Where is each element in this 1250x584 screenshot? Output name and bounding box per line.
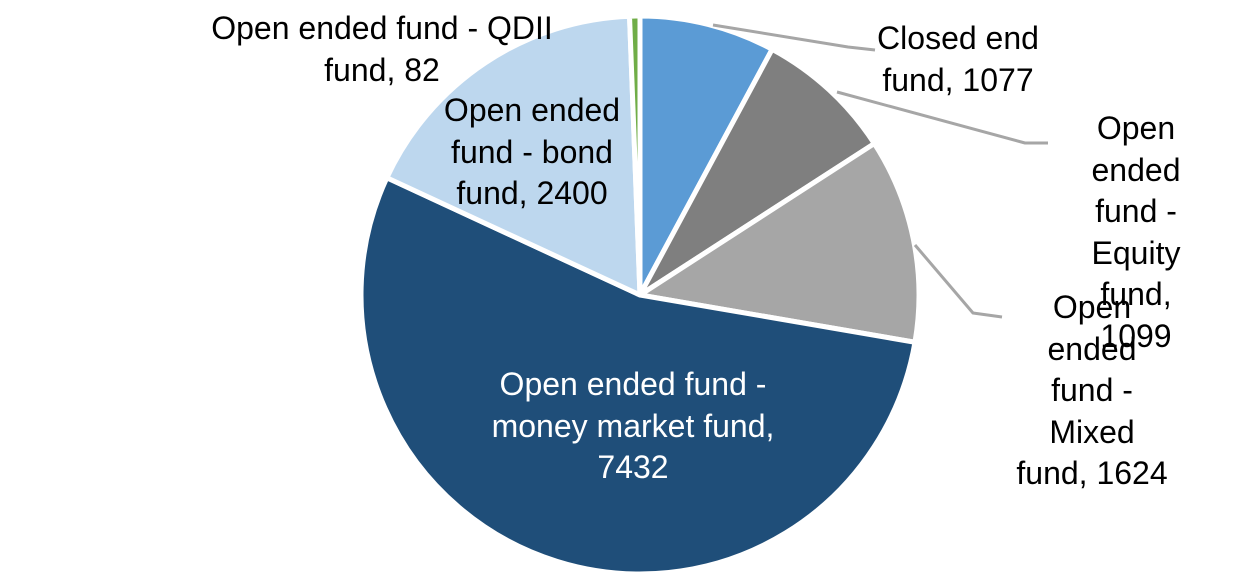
data-label-open-ended-fund-mixed: Open ended fund - Mixed fund, 1624 — [1016, 289, 1168, 492]
data-label-open-ended-fund-qdii: Open ended fund - QDII fund, 82 — [211, 10, 553, 88]
pie-slice-closed-end-fund — [637, 13, 775, 298]
pie-slice-open-ended-fund-qdii-fund — [627, 13, 643, 298]
leader-line-open-ended-fund-mixed-fund — [913, 244, 1003, 319]
data-label-open-ended-fund-equity: Open ended fund - Equity fund, 1099 — [1091, 110, 1181, 354]
pie-slice-open-ended-fund-mixed-fund — [637, 141, 922, 345]
data-label-closed-end-fund: Closed end fund, 1077 — [877, 20, 1039, 98]
pie-slice-open-ended-fund-money-market-fund — [358, 175, 918, 577]
pie-slice-open-ended-fund-bond-fund — [384, 13, 643, 298]
pie-slice-open-ended-fund-equity-fund — [637, 46, 877, 298]
leader-line-open-ended-fund-equity-fund — [836, 90, 1048, 145]
leader-line-closed-end-fund — [712, 23, 876, 52]
data-label-open-ended-fund-bond: Open ended fund - bond fund, 2400 — [443, 92, 621, 212]
data-label-open-ended-fund-money-market: Open ended fund - money market fund, 743… — [491, 366, 775, 486]
